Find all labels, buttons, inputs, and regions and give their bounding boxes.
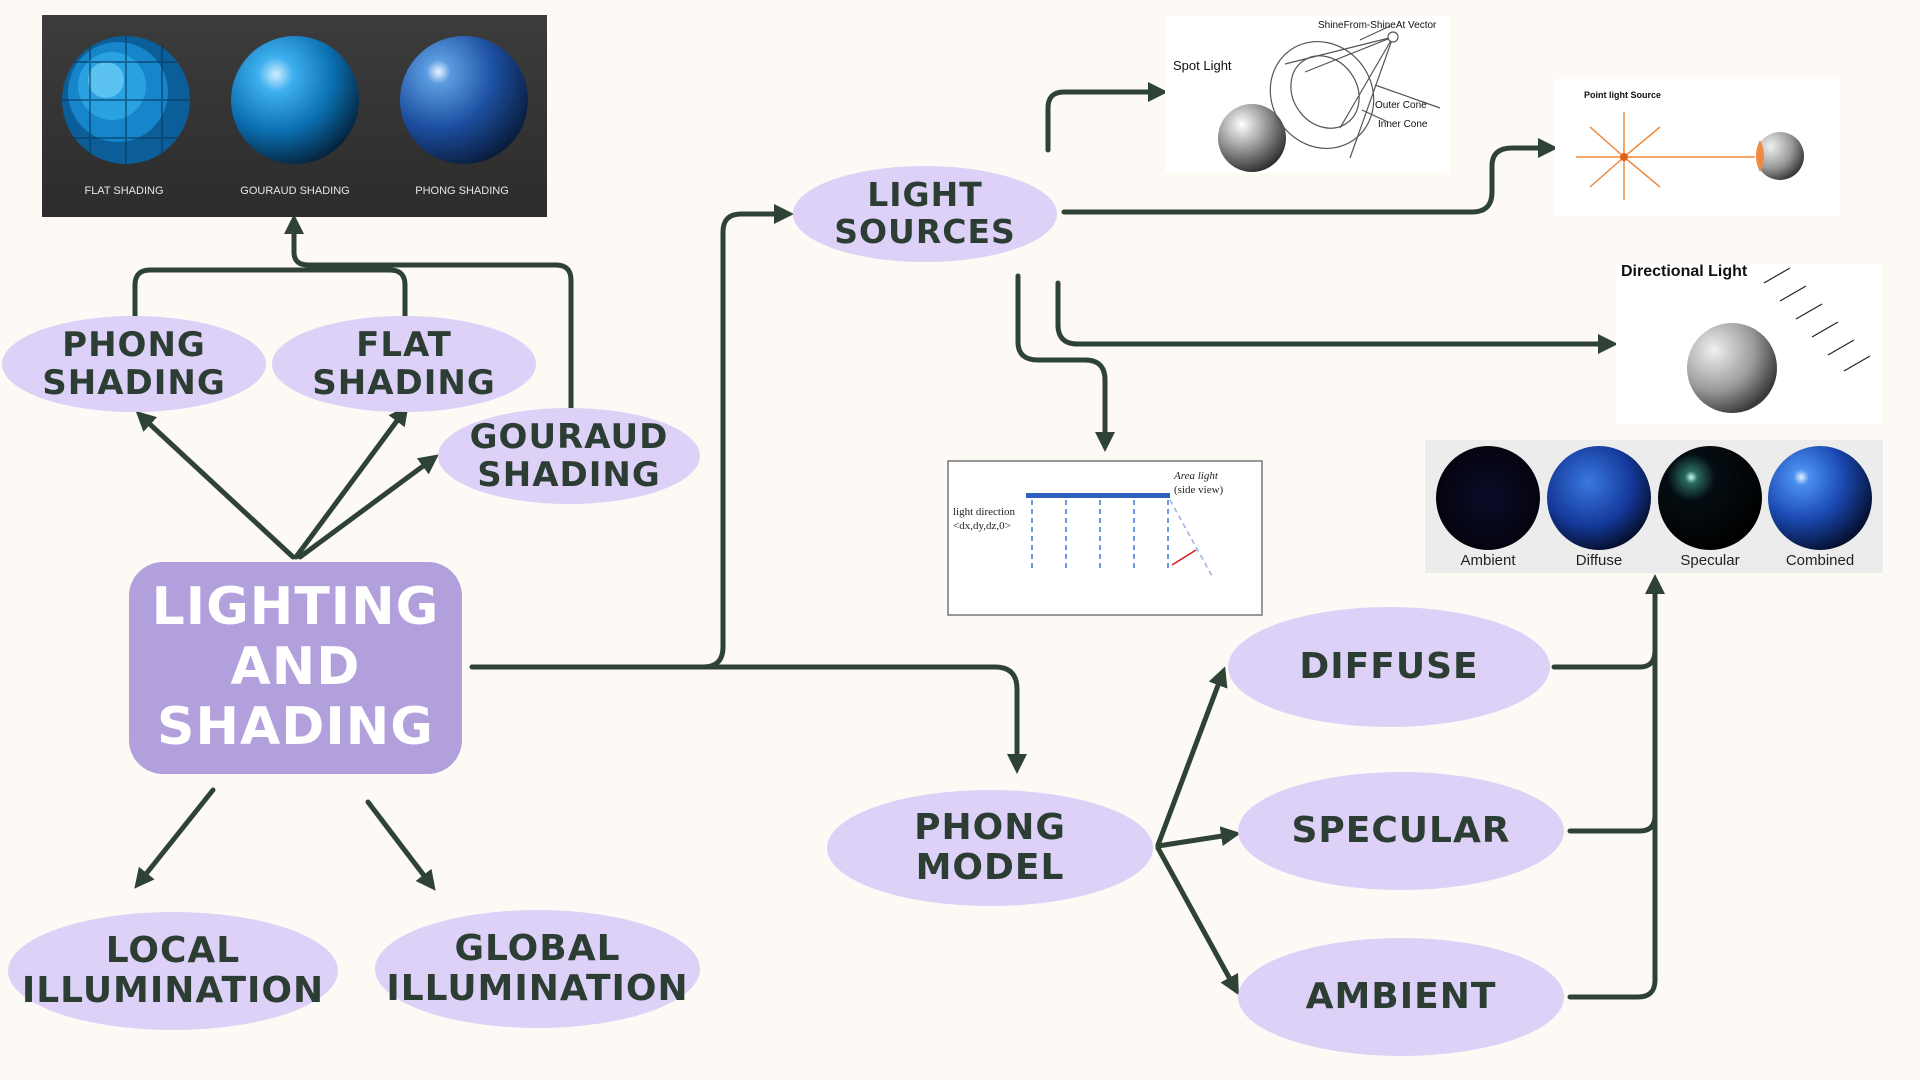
arrow-phong-model-to-specular — [1155, 826, 1241, 849]
node-gouraud-shading-line-2: SHADING — [477, 455, 661, 495]
directional-light-sphere — [1687, 323, 1777, 413]
node-phong-model[interactable]: PHONG MODEL — [827, 790, 1153, 906]
point-light-source — [1620, 153, 1628, 161]
connector-ambient-to-components — [1567, 574, 1665, 1000]
arrow-light-sources-to-point-light — [1061, 138, 1558, 215]
directional-light-title: Directional Light — [1621, 263, 1748, 280]
spot-light-outer-label: Outer Cone — [1375, 100, 1427, 111]
phong-shading-sphere — [400, 36, 528, 164]
phong-components-image: Ambient Diffuse Specular Combined — [1425, 440, 1883, 573]
node-global-illumination-line-2: ILLUMINATION — [386, 968, 689, 1009]
node-flat-shading-line-1: FLAT — [356, 324, 452, 365]
connector-diffuse-to-components — [1551, 647, 1658, 670]
node-phong-model-line-2: MODEL — [915, 847, 1065, 888]
central-node-lighting-and-shading[interactable]: LIGHTING AND SHADING — [129, 562, 462, 774]
node-diffuse-label: DIFFUSE — [1299, 645, 1479, 687]
arrow-light-sources-to-directional-light — [1055, 280, 1618, 354]
spot-light-title: Spot Light — [1173, 58, 1232, 73]
caption-phong-shading: PHONG SHADING — [415, 185, 509, 197]
node-flat-shading[interactable]: FLAT SHADING — [272, 316, 536, 412]
node-phong-shading[interactable]: PHONG SHADING — [2, 316, 266, 412]
node-light-sources-line-1: LIGHT — [867, 175, 983, 215]
node-diffuse[interactable]: DIFFUSE — [1228, 607, 1550, 727]
node-specular[interactable]: SPECULAR — [1238, 772, 1564, 890]
arrow-central-to-global-illumination — [365, 799, 436, 891]
point-light-lit-side — [1756, 140, 1764, 172]
arrow-central-to-local-illumination — [134, 787, 216, 889]
node-local-illumination[interactable]: LOCAL ILLUMINATION — [8, 912, 338, 1030]
point-light-rays — [1576, 112, 1755, 200]
node-phong-model-line-1: PHONG — [914, 806, 1066, 848]
node-flat-shading-line-2: SHADING — [312, 363, 496, 403]
central-node-line-2: SHADING — [157, 696, 434, 757]
area-light-dir-label: light direction — [953, 506, 1016, 518]
directional-light-image: Directional Light — [1616, 263, 1881, 424]
node-global-illumination-line-1: GLOBAL — [454, 927, 621, 969]
caption-diffuse: Diffuse — [1576, 552, 1622, 569]
node-ambient-label: AMBIENT — [1305, 975, 1497, 1017]
caption-specular: Specular — [1680, 552, 1739, 569]
area-light-rays — [1031, 499, 1213, 577]
flat-shading-sphere — [62, 36, 190, 164]
spot-light-image: Spot Light ShineFrom-ShineAt Vector Oute… — [1165, 16, 1450, 173]
node-ambient[interactable]: AMBIENT — [1238, 938, 1564, 1056]
connector-gouraud-to-shading-image — [284, 214, 574, 411]
node-gouraud-shading[interactable]: GOURAUD SHADING — [438, 408, 700, 504]
node-global-illumination[interactable]: GLOBAL ILLUMINATION — [375, 910, 700, 1028]
combined-sphere — [1768, 446, 1872, 550]
point-light-title: Point light Source — [1584, 90, 1661, 100]
spot-light-sphere — [1218, 104, 1286, 172]
area-light-dir-vector: <dx,dy,dz,0> — [953, 520, 1011, 532]
connectors — [132, 82, 1665, 1000]
node-specular-label: SPECULAR — [1291, 809, 1511, 851]
caption-gouraud-shading: GOURAUD SHADING — [240, 185, 349, 197]
node-light-sources-line-2: SOURCES — [834, 212, 1016, 251]
node-phong-shading-line-2: SHADING — [42, 363, 226, 403]
area-light-bar — [1026, 493, 1170, 498]
caption-ambient: Ambient — [1460, 552, 1516, 569]
connector-central-to-phong-model — [622, 664, 1027, 774]
point-light-sphere — [1756, 132, 1804, 180]
caption-flat-shading: FLAT SHADING — [84, 185, 163, 197]
connector-specular-to-components — [1567, 812, 1658, 834]
arrow-central-to-gouraud-shading — [297, 454, 439, 560]
central-node-line-1: LIGHTING AND — [151, 577, 440, 698]
arrow-light-sources-to-spot-light — [1045, 82, 1168, 153]
specular-sphere — [1658, 446, 1762, 550]
node-phong-shading-line-1: PHONG — [62, 324, 206, 365]
area-light-red-arrow — [1171, 549, 1197, 566]
ambient-sphere — [1436, 446, 1540, 550]
node-light-sources[interactable]: LIGHT SOURCES — [793, 166, 1057, 262]
spot-light-cone — [1269, 25, 1441, 159]
point-light-image: Point light Source — [1555, 79, 1840, 216]
node-local-illumination-line-2: ILLUMINATION — [21, 970, 325, 1011]
area-light-image: Area light (side view) light direction <… — [947, 460, 1263, 616]
spot-light-inner-label: Inner Cone — [1378, 119, 1428, 130]
node-gouraud-shading-line-1: GOURAUD — [469, 416, 669, 457]
diffuse-sphere — [1547, 446, 1651, 550]
directional-light-rays — [1763, 267, 1871, 372]
spot-light-vector-label: ShineFrom-ShineAt Vector — [1318, 20, 1437, 31]
arrow-phong-model-to-ambient — [1155, 845, 1239, 996]
caption-combined: Combined — [1786, 552, 1854, 569]
arrow-light-sources-to-area-light — [1015, 273, 1115, 452]
shading-comparison-image: FLAT SHADING GOURAUD SHADING PHONG SHADI… — [42, 15, 547, 217]
gouraud-shading-sphere — [231, 36, 359, 164]
arrow-central-to-phong-shading — [135, 410, 296, 560]
arrow-central-to-flat-shading — [293, 405, 409, 560]
area-light-label: Area light — [1173, 470, 1219, 482]
arrow-phong-model-to-diffuse — [1155, 666, 1228, 848]
area-light-side-view: (side view) — [1174, 484, 1224, 496]
node-local-illumination-line-1: LOCAL — [105, 929, 241, 971]
connector-phong-to-shading-image — [132, 267, 408, 319]
